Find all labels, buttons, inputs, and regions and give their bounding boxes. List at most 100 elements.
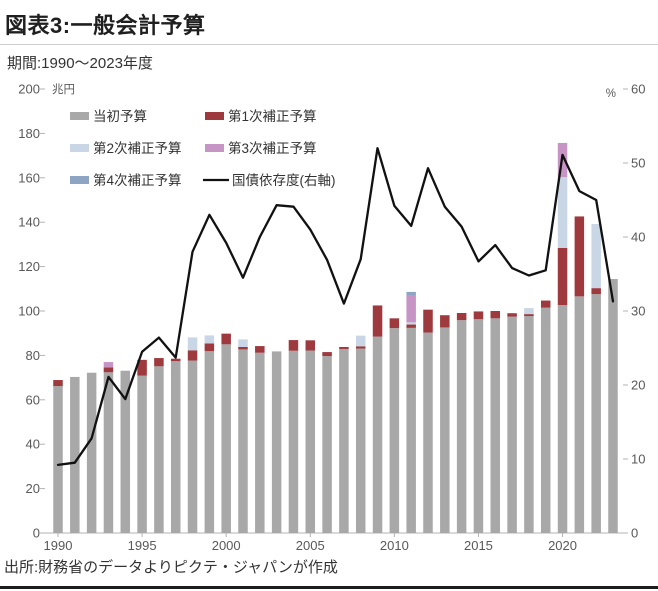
y-axis-right-label: 60 bbox=[631, 82, 645, 97]
bar-segment-2001-series1 bbox=[238, 346, 248, 350]
bar-segment-1999-series1 bbox=[204, 343, 215, 352]
bar-2021 bbox=[574, 216, 585, 533]
bar-segment-1993-series0 bbox=[103, 372, 114, 533]
bar-segment-2011-series3 bbox=[406, 295, 416, 323]
bar-segment-1999-series2 bbox=[204, 335, 215, 344]
bar-segment-2016-series0 bbox=[490, 318, 501, 533]
bar-2016 bbox=[490, 311, 501, 533]
x-axis-label: 1990 bbox=[44, 538, 73, 553]
y-axis-left-label: 80 bbox=[26, 348, 40, 363]
y-axis-left-label: 180 bbox=[18, 126, 40, 141]
bar-2009 bbox=[372, 305, 383, 533]
bar-segment-2015-series1 bbox=[473, 311, 484, 320]
bar-2005 bbox=[305, 340, 316, 533]
bar-2023 bbox=[608, 279, 618, 533]
bar-segment-1992-series0 bbox=[86, 372, 97, 533]
bar-segment-2013-series1 bbox=[440, 315, 450, 328]
legend-label: 当初予算 bbox=[93, 108, 147, 124]
x-axis-label: 2015 bbox=[464, 538, 493, 553]
bar-1993 bbox=[103, 362, 114, 533]
bar-segment-2002-series0 bbox=[255, 352, 265, 533]
bar-1991 bbox=[70, 376, 80, 533]
bar-segment-2007-series1 bbox=[339, 346, 349, 349]
bar-segment-1998-series1 bbox=[187, 350, 198, 361]
x-axis-label: 2000 bbox=[212, 538, 241, 553]
bar-segment-2020-series2 bbox=[557, 177, 568, 248]
bar-2020 bbox=[557, 142, 568, 533]
legend-swatch bbox=[70, 112, 89, 120]
bar-2014 bbox=[456, 312, 467, 533]
bar-segment-1998-series0 bbox=[187, 360, 198, 533]
legend-swatch bbox=[70, 176, 89, 184]
bar-2010 bbox=[389, 318, 400, 533]
bar-segment-2005-series1 bbox=[305, 340, 316, 351]
bar-segment-2012-series1 bbox=[423, 309, 433, 333]
x-axis-label: 2010 bbox=[380, 538, 409, 553]
bar-segment-2007-series0 bbox=[339, 348, 349, 533]
bar-segment-2000-series1 bbox=[221, 333, 231, 345]
bar-2006 bbox=[322, 352, 332, 533]
bar-segment-1997-series1 bbox=[170, 358, 181, 362]
bar-segment-2011-series4 bbox=[406, 291, 416, 296]
x-axis-label: 2005 bbox=[296, 538, 325, 553]
bar-segment-1994-series0 bbox=[120, 370, 131, 533]
bar-segment-2023-series0 bbox=[608, 279, 618, 533]
bar-segment-1998-series2 bbox=[187, 337, 198, 351]
bar-2001 bbox=[238, 339, 248, 533]
bar-segment-1991-series0 bbox=[70, 376, 80, 533]
bar-segment-2011-series1 bbox=[406, 324, 416, 328]
legend-item-3: 第3次補正予算 bbox=[205, 140, 317, 156]
bar-2012 bbox=[423, 309, 433, 533]
bar-1999 bbox=[204, 335, 215, 533]
bar-segment-1997-series0 bbox=[170, 361, 181, 533]
bar-segment-2008-series2 bbox=[355, 335, 366, 347]
bar-2018 bbox=[524, 308, 534, 533]
bar-2015 bbox=[473, 311, 484, 533]
bar-segment-2000-series0 bbox=[221, 344, 231, 533]
bar-segment-2020-series0 bbox=[557, 305, 568, 533]
bar-segment-2011-series2 bbox=[406, 322, 416, 325]
bar-segment-2002-series1 bbox=[255, 346, 265, 353]
bar-1992 bbox=[86, 372, 97, 533]
bar-segment-2021-series0 bbox=[574, 296, 585, 533]
bar-segment-2009-series1 bbox=[372, 305, 383, 337]
bar-2007 bbox=[339, 346, 349, 533]
legend-item-0: 当初予算 bbox=[70, 108, 147, 124]
bottom-border bbox=[0, 586, 658, 589]
y-axis-left-label: 40 bbox=[26, 437, 40, 452]
y-axis-left-label: 160 bbox=[18, 170, 40, 185]
bar-segment-2018-series0 bbox=[524, 316, 534, 533]
bar-1994 bbox=[120, 370, 131, 533]
bar-segment-2009-series0 bbox=[372, 336, 383, 533]
bar-segment-2018-series1 bbox=[524, 314, 534, 317]
legend-item-2: 第2次補正予算 bbox=[70, 140, 182, 156]
source-note: 出所:財務省のデータよりピクテ・ジャパンが作成 bbox=[4, 559, 338, 576]
legend-item-4: 第4次補正予算 bbox=[70, 172, 182, 188]
bar-segment-2022-series1 bbox=[591, 288, 601, 295]
bar-2013 bbox=[440, 315, 450, 533]
legend-item-5: 国債依存度(右軸) bbox=[203, 173, 336, 188]
bar-segment-2020-series1 bbox=[557, 247, 568, 306]
legend-label: 第3次補正予算 bbox=[228, 140, 317, 156]
bar-segment-2014-series0 bbox=[456, 320, 467, 533]
bar-segment-2016-series1 bbox=[490, 311, 501, 319]
y-axis-right-label: 0 bbox=[631, 526, 638, 541]
bar-segment-2006-series0 bbox=[322, 356, 332, 533]
y-axis-right-label: 30 bbox=[631, 304, 645, 319]
bar-segment-2019-series1 bbox=[540, 300, 551, 308]
bar-segment-2003-series0 bbox=[271, 351, 282, 533]
bar-1990 bbox=[53, 380, 63, 533]
bar-1996 bbox=[154, 358, 164, 533]
bar-segment-2011-series0 bbox=[406, 327, 416, 533]
bar-segment-2006-series1 bbox=[322, 352, 332, 357]
bar-1998 bbox=[187, 337, 198, 533]
x-axis-label: 2020 bbox=[548, 538, 577, 553]
figure-title: 図表3:一般会計予算 bbox=[5, 13, 206, 38]
bar-2019 bbox=[540, 300, 551, 533]
bar-segment-2014-series1 bbox=[456, 312, 467, 321]
figure-subtitle: 期間:1990〜2023年度 bbox=[7, 55, 153, 72]
bar-2017 bbox=[507, 313, 517, 533]
bar-1997 bbox=[170, 358, 181, 533]
bar-1995 bbox=[137, 359, 147, 533]
